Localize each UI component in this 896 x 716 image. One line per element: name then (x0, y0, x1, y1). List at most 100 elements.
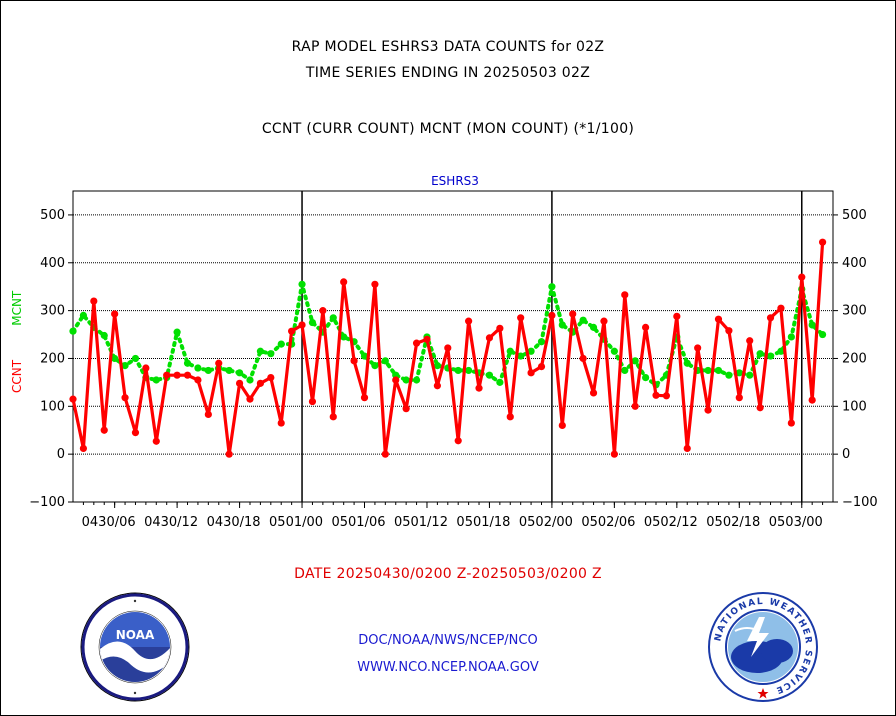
ccnt-point (662, 392, 671, 400)
ccnt-point (579, 354, 587, 363)
y-tick-label-right: 0 (842, 447, 850, 462)
ccnt-point (111, 310, 119, 318)
x-tick-label: 0430/18 (207, 515, 261, 530)
y-tick-label-left: 100 (40, 399, 65, 414)
ccnt-point (465, 317, 473, 325)
ccnt-point (548, 311, 556, 319)
y-tick-label-right: 400 (842, 256, 867, 271)
chart-title-line-1: RAP MODEL ESHRS3 DATA COUNTS for 02Z (291, 39, 605, 55)
ccnt-point (204, 410, 212, 419)
mcnt-point (433, 362, 441, 370)
mcnt-point (777, 347, 785, 355)
y-tick-label-left: 400 (40, 256, 65, 271)
ccnt-point (787, 419, 795, 427)
ccnt-point (558, 421, 566, 430)
chart-subtitle: CCNT (CURR COUNT) MCNT (MON COUNT) (*1/1… (261, 121, 635, 137)
ccnt-point (288, 327, 296, 335)
mcnt-point (766, 352, 775, 360)
mcnt-point (111, 354, 119, 363)
ccnt-point (163, 371, 171, 379)
mcnt-point (642, 374, 650, 382)
mcnt-point (100, 331, 108, 340)
ccnt-point (714, 315, 723, 323)
mcnt-point (746, 371, 754, 379)
mcnt-point (340, 333, 348, 341)
ccnt-point (392, 376, 400, 384)
mcnt-point (329, 314, 337, 322)
mcnt-point (704, 366, 712, 375)
ccnt-point (298, 321, 306, 329)
footer-organization: DOC/NOAA/NWS/NCEP/NCO (358, 633, 538, 648)
ccnt-point (267, 374, 275, 382)
ccnt-point (402, 405, 410, 413)
ccnt-point (683, 444, 691, 453)
y-tick-label-right: 500 (842, 208, 867, 223)
footer-url: WWW.NCO.NCEP.NOAA.GOV (357, 660, 539, 675)
ccnt-point (766, 314, 775, 322)
mcnt-point (402, 376, 410, 384)
noaa-logo-icon: NOAA (80, 592, 190, 702)
x-tick-label: 0501/00 (269, 515, 323, 530)
mcnt-point (454, 366, 462, 375)
ccnt-point (506, 413, 514, 421)
ccnt-point (183, 371, 192, 379)
y-axis-label-ccnt: CCNT (10, 359, 24, 393)
mcnt-point (735, 369, 743, 377)
ccnt-point (90, 297, 98, 305)
ccnt-point (704, 406, 712, 414)
ccnt-point (256, 379, 264, 387)
ccnt-point (412, 339, 421, 347)
mcnt-point (756, 350, 764, 358)
mcnt-point (152, 376, 160, 384)
ccnt-point (215, 359, 223, 367)
mcnt-point (121, 362, 129, 370)
mcnt-point (183, 359, 192, 367)
mcnt-point (256, 347, 264, 355)
ccnt-point (444, 344, 452, 352)
y-tick-label-right: 100 (842, 399, 867, 414)
y-tick-label-left: 0 (57, 447, 65, 462)
ccnt-point (235, 379, 244, 387)
mcnt-point (69, 327, 77, 335)
mcnt-point (579, 316, 587, 324)
ccnt-point (735, 394, 743, 402)
ccnt-point (152, 437, 160, 445)
ccnt-point (194, 376, 202, 384)
mcnt-point (683, 359, 691, 367)
ccnt-point (100, 426, 108, 434)
mcnt-point (818, 330, 827, 339)
ccnt-point (246, 395, 254, 403)
ccnt-point (121, 394, 129, 402)
ccnt-point (610, 450, 618, 458)
ccnt-point (423, 335, 431, 343)
ccnt-point (485, 334, 494, 342)
ccnt-point (131, 429, 140, 437)
mcnt-point (194, 364, 202, 372)
mcnt-point (371, 362, 379, 370)
ccnt-point (475, 384, 483, 392)
nws-logo-icon: NATIONAL WEATHER SERVICE (708, 592, 818, 702)
mcnt-point (610, 347, 618, 355)
ccnt-point (537, 362, 546, 371)
mcnt-point (381, 357, 389, 365)
mcnt-point (558, 321, 566, 329)
mcnt-point (308, 318, 317, 327)
mcnt-point (298, 280, 306, 288)
mcnt-point (277, 340, 285, 348)
x-tick-label: 0502/12 (644, 515, 698, 530)
x-tick-label: 0502/18 (706, 515, 760, 530)
mcnt-point (714, 366, 723, 375)
ccnt-point (621, 291, 629, 299)
ccnt-point (589, 389, 598, 397)
ccnt-point (142, 364, 150, 372)
ccnt-point (319, 307, 327, 315)
ccnt-point (69, 395, 77, 403)
x-tick-label: 0501/18 (456, 515, 510, 530)
ccnt-point (652, 391, 660, 399)
y-tick-label-left: 500 (40, 208, 65, 223)
mcnt-point (79, 311, 88, 319)
y-tick-label-right: 300 (842, 304, 867, 319)
mcnt-point (246, 376, 254, 384)
ccnt-point (225, 450, 233, 458)
ccnt-point (569, 310, 577, 318)
